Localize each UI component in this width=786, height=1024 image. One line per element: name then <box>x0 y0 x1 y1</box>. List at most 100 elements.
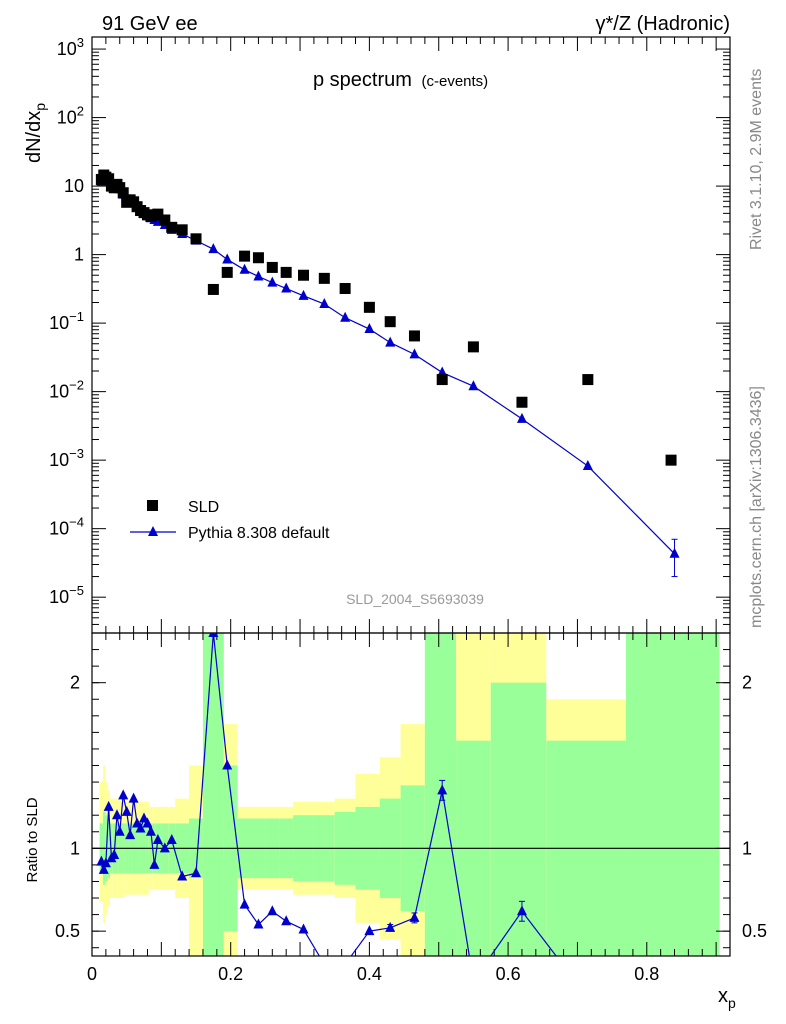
ratio-point <box>437 784 448 795</box>
data-point <box>665 454 677 466</box>
x-axis-label: xp <box>718 985 736 1011</box>
mc-point <box>409 348 420 359</box>
x-tick-label: 0.6 <box>496 964 521 984</box>
ratio-point <box>114 825 125 836</box>
x-tick-label: 0.8 <box>634 964 659 984</box>
ratio-point <box>149 858 160 869</box>
data-point <box>239 250 251 262</box>
ratio-point <box>364 925 375 936</box>
data-point <box>176 224 188 236</box>
data-point <box>339 283 351 295</box>
top-y-tick-label: 102 <box>57 104 84 128</box>
ratio-point <box>98 863 109 874</box>
ratio-point <box>159 842 170 853</box>
data-point <box>221 266 233 278</box>
header-right: γ*/Z (Hadronic) <box>596 13 730 35</box>
header-left: 91 GeV ee <box>102 13 198 35</box>
ratio-point <box>298 923 309 934</box>
y-axis-label-top: dN/dxp <box>23 103 48 163</box>
x-tick-label: 0.4 <box>357 964 382 984</box>
data-point <box>103 173 115 185</box>
mc-point <box>222 253 233 264</box>
top-y-tick-label: 10 <box>64 176 84 196</box>
ratio-point <box>103 800 114 811</box>
mc-point <box>385 336 396 347</box>
data-point <box>117 187 129 199</box>
mc-point <box>340 311 351 322</box>
mc-point <box>267 276 278 287</box>
data-point <box>252 252 264 264</box>
data-point <box>363 301 375 313</box>
x-axis-label-main: x <box>718 985 728 1007</box>
data-marks <box>95 169 680 956</box>
y-axis-label-bottom: Ratio to SLD <box>24 797 41 882</box>
mc-point <box>669 547 680 558</box>
data-point <box>190 233 202 245</box>
ratio-point <box>239 898 250 909</box>
band-inner <box>424 633 457 956</box>
mc-point <box>319 298 330 309</box>
chart-title-main: p spectrum <box>313 69 412 91</box>
uncertainty-bands <box>99 633 720 956</box>
ratio-point <box>281 915 292 926</box>
ratio-point <box>121 805 132 816</box>
y-axis-label-top-sub: p <box>32 103 48 111</box>
mc-point <box>437 366 448 377</box>
ratio-y-tick-label: 1 <box>70 838 80 858</box>
legend-mc-label: Pythia 8.308 default <box>188 525 330 542</box>
ratio-point <box>516 905 527 916</box>
x-tick-label: 0.2 <box>218 964 243 984</box>
data-point <box>516 396 528 408</box>
top-y-tick-label: 10−1 <box>49 309 84 333</box>
ratio-y-tick-label-right: 2 <box>742 673 752 693</box>
chart-title: p spectrum (c-events) <box>313 69 488 91</box>
data-point <box>467 341 479 353</box>
x-tick-label: 0 <box>87 964 97 984</box>
ratio-y-tick-label: 2 <box>70 673 80 693</box>
ratio-point <box>267 905 278 916</box>
ratio-y-tick-label-right: 0.5 <box>742 921 767 941</box>
ratio-point <box>145 825 156 836</box>
x-axis-label-sub: p <box>728 995 736 1011</box>
band-inner <box>490 682 547 956</box>
ratio-point <box>208 633 219 637</box>
watermark: SLD_2004_S5693039 <box>346 591 484 607</box>
ratio-point <box>135 822 146 833</box>
mc-line <box>100 178 675 555</box>
legend-mc-marker <box>148 526 158 536</box>
data-point <box>166 221 178 233</box>
mc-point <box>281 282 292 293</box>
legend: SLD Pythia 8.308 default <box>130 499 330 542</box>
mc-point <box>364 323 375 334</box>
top-y-tick-label: 10−2 <box>49 378 84 402</box>
data-point <box>408 330 420 342</box>
ratio-series <box>96 633 557 956</box>
side-label-mcplots: mcplots.cern.ch [arXiv:1306.3436] <box>748 386 765 628</box>
side-label-rivet: Rivet 3.1.10, 2.9M events <box>748 69 765 250</box>
data-point <box>152 208 164 220</box>
data-point <box>318 272 330 284</box>
top-y-tick-label: 10−3 <box>49 446 84 470</box>
data-point <box>207 283 219 295</box>
mc-point <box>468 380 479 391</box>
ratio-point <box>109 848 120 859</box>
ratio-point <box>125 829 136 840</box>
data-point <box>266 261 278 273</box>
band-inner <box>625 633 720 956</box>
data-point <box>159 214 171 226</box>
data-point <box>436 374 448 386</box>
ratio-point <box>222 759 233 770</box>
data-point <box>298 269 310 281</box>
mc-point <box>253 270 264 281</box>
ratio-point <box>253 918 264 929</box>
data-point <box>384 316 396 328</box>
mc-point <box>239 263 250 274</box>
ratio-y-tick-label: 0.5 <box>55 921 80 941</box>
top-y-tick-label: 10−4 <box>49 515 84 539</box>
ratio-point <box>152 834 163 845</box>
chart-subtitle: (c-events) <box>422 73 489 90</box>
data-point <box>280 266 292 278</box>
ratio-y-tick-label-right: 1 <box>742 838 752 858</box>
ratio-point <box>111 809 122 820</box>
